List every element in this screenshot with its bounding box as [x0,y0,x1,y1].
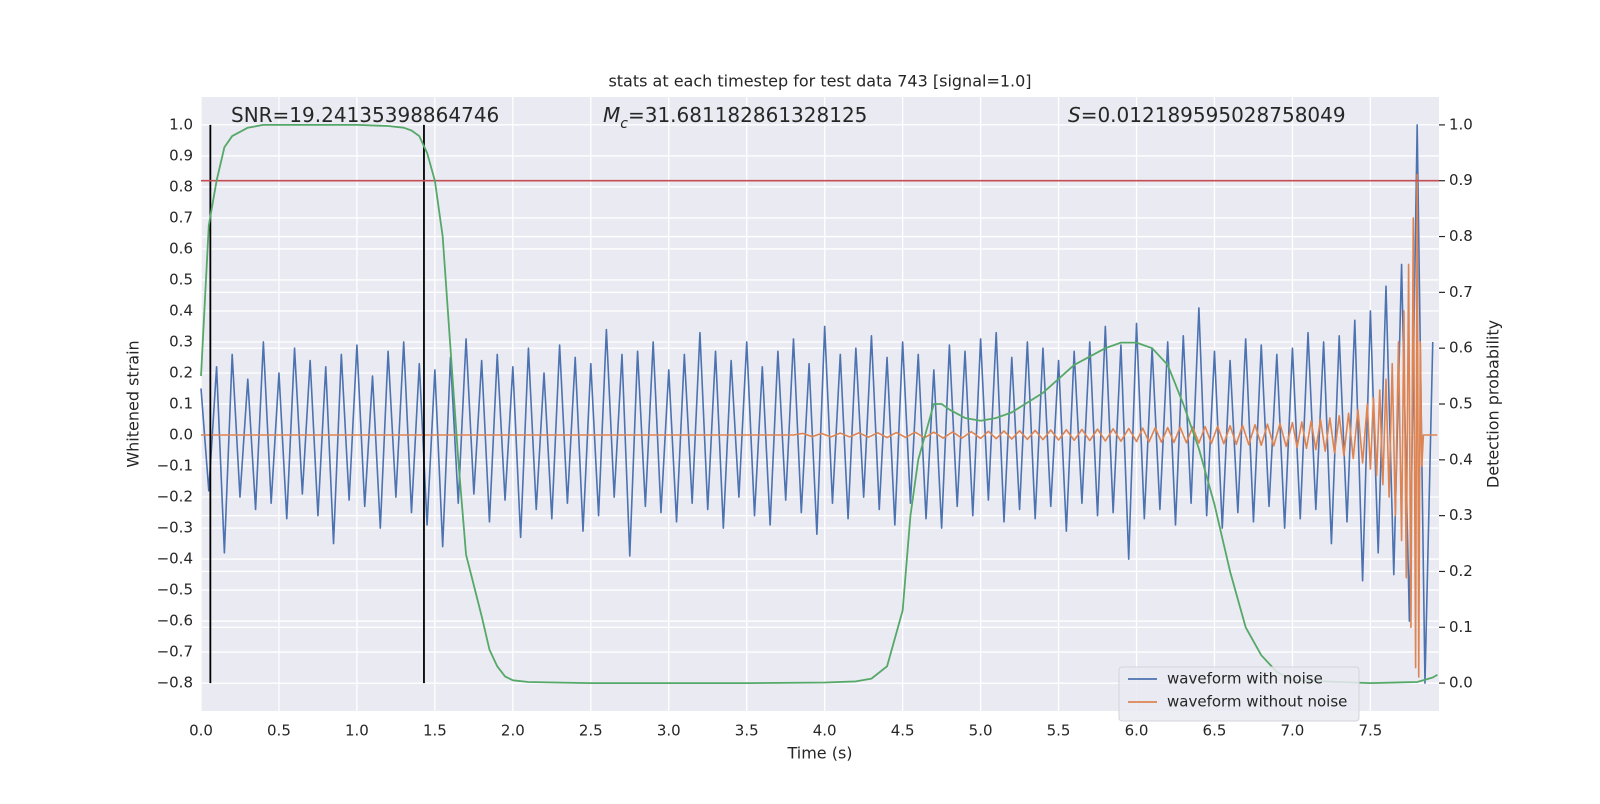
x-tick-label: 7.0 [1281,722,1305,740]
x-tick-label: 6.5 [1203,722,1227,740]
x-tick-label: 6.0 [1125,722,1149,740]
y-axis-label: Whitened strain [124,340,143,467]
y-tick-label: −0.1 [157,457,193,475]
x-tick-label: 4.0 [813,722,837,740]
annotation-subscript: c [620,116,628,132]
annotation-text: =31.681182861328125 [628,103,867,127]
y-tick-label: −0.3 [157,519,193,537]
y-tick-label: 0.8 [169,177,193,195]
y-tick-label: 1.0 [169,115,193,133]
x-tick-label: 2.5 [579,722,603,740]
y2-axis-label: Detection probability [1484,320,1503,488]
y-tick-label: −0.4 [157,550,193,568]
y-tick-label: −0.8 [157,674,193,692]
y2-tick-label: 1.0 [1449,115,1473,133]
x-tick-label: 0.5 [267,722,291,740]
y2-tick-label: 0.8 [1449,227,1473,245]
y-tick-label: 0.7 [169,208,193,226]
x-tick-label: 2.0 [501,722,525,740]
y-tick-label: −0.7 [157,643,193,661]
x-tick-label: 1.5 [423,722,447,740]
x-tick-label: 3.5 [735,722,759,740]
y-tick-label: 0.2 [169,363,193,381]
legend-box [1118,666,1360,722]
x-tick-label: 3.0 [657,722,681,740]
annotation-text: =0.012189595028758049 [1081,103,1346,127]
annotation-text: SNR=19.24135398864746 [231,103,499,127]
y-tick-label: 0.4 [169,301,193,319]
y2-tick-label: 0.5 [1449,395,1473,413]
x-tick-label: 0.0 [189,722,213,740]
probability-line [200,124,1438,684]
annotation: S=0.012189595028758049 [1068,103,1346,127]
x-tick-label: 1.0 [345,722,369,740]
y-tick-label: 0.6 [169,239,193,257]
annotation: SNR=19.24135398864746 [231,103,499,127]
y-tick-label: 0.9 [169,146,193,164]
x-tick-label: 5.0 [969,722,993,740]
x-tick-label: 4.5 [891,722,915,740]
series-line [200,124,1434,684]
legend: waveform with noise waveform without nois… [1118,666,1360,722]
x-tick-label: 7.5 [1358,722,1382,740]
y2-tick-label: 0.1 [1449,618,1473,636]
y-tick-label: 0.1 [169,395,193,413]
x-tick-label: 5.5 [1047,722,1071,740]
legend-label: waveform with noise [1167,670,1323,688]
marks [200,124,1439,684]
y-tick-label: −0.2 [157,488,193,506]
y2-tick-label: 0.4 [1449,450,1473,468]
chart-title: stats at each timestep for test data 743… [608,72,1031,91]
annotation-symbol: S [1068,103,1081,127]
x-axis-label: Time (s) [786,744,852,763]
y2-tick-label: 0.3 [1449,506,1473,524]
series-line [201,173,1438,678]
y2-tick-label: 0.7 [1449,283,1473,301]
y-tick-label: 0.3 [169,332,193,350]
annotation: Mc=31.681182861328125 [603,103,867,133]
y-tick-label: −0.5 [157,581,193,599]
annotation-symbol: M [603,103,620,127]
y2-tick-label: 0.0 [1449,674,1473,692]
y2-tick-label: 0.2 [1449,562,1473,580]
y2-tick-label: 0.6 [1449,339,1473,357]
y-tick-label: 0.0 [169,426,193,444]
labels: 0.0 0.5 1.0 1.5 2.0 2.5 3.0 3.5 4.0 4.5 5.0 5.5 6.0 6… [157,103,1473,740]
y-tick-label: −0.6 [157,612,193,630]
y-tick-label: 0.5 [169,270,193,288]
y2-tick-label: 0.9 [1449,171,1473,189]
legend-label: waveform without noise [1167,693,1347,711]
